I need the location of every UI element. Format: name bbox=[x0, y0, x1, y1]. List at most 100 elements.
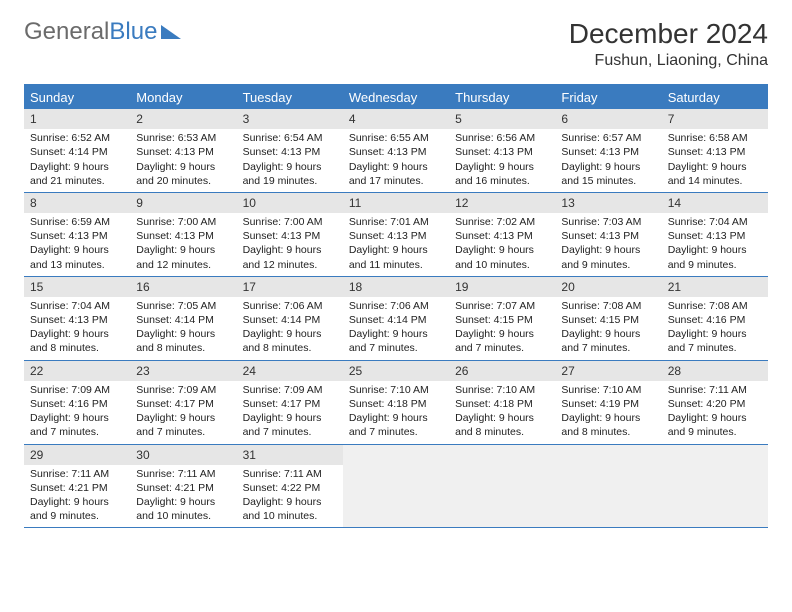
sunset-text: Sunset: 4:13 PM bbox=[30, 313, 124, 327]
day-number: 18 bbox=[343, 277, 449, 297]
day-number: 24 bbox=[237, 361, 343, 381]
sunrise-text: Sunrise: 6:53 AM bbox=[136, 131, 230, 145]
sunset-text: Sunset: 4:14 PM bbox=[136, 313, 230, 327]
sunrise-text: Sunrise: 6:52 AM bbox=[30, 131, 124, 145]
daylight-text: Daylight: 9 hours and 7 minutes. bbox=[455, 327, 549, 355]
daylight-text: Daylight: 9 hours and 9 minutes. bbox=[30, 495, 124, 523]
day-cell: 1Sunrise: 6:52 AMSunset: 4:14 PMDaylight… bbox=[24, 109, 130, 192]
sunset-text: Sunset: 4:14 PM bbox=[349, 313, 443, 327]
sunset-text: Sunset: 4:16 PM bbox=[668, 313, 762, 327]
daylight-text: Daylight: 9 hours and 12 minutes. bbox=[243, 243, 337, 271]
sunrise-text: Sunrise: 7:09 AM bbox=[30, 383, 124, 397]
day-cell: 2Sunrise: 6:53 AMSunset: 4:13 PMDaylight… bbox=[130, 109, 236, 192]
daylight-text: Daylight: 9 hours and 7 minutes. bbox=[136, 411, 230, 439]
day-cell: 10Sunrise: 7:00 AMSunset: 4:13 PMDayligh… bbox=[237, 193, 343, 276]
day-number: 20 bbox=[555, 277, 661, 297]
sunset-text: Sunset: 4:13 PM bbox=[455, 145, 549, 159]
day-number: 25 bbox=[343, 361, 449, 381]
daylight-text: Daylight: 9 hours and 8 minutes. bbox=[243, 327, 337, 355]
day-body: Sunrise: 7:01 AMSunset: 4:13 PMDaylight:… bbox=[343, 213, 449, 276]
day-number: 2 bbox=[130, 109, 236, 129]
logo-text-2: Blue bbox=[109, 18, 157, 46]
sunrise-text: Sunrise: 7:04 AM bbox=[30, 299, 124, 313]
sunset-text: Sunset: 4:13 PM bbox=[349, 229, 443, 243]
sunset-text: Sunset: 4:14 PM bbox=[30, 145, 124, 159]
daylight-text: Daylight: 9 hours and 10 minutes. bbox=[136, 495, 230, 523]
sunset-text: Sunset: 4:16 PM bbox=[30, 397, 124, 411]
logo: GeneralBlue bbox=[24, 18, 181, 46]
daylight-text: Daylight: 9 hours and 19 minutes. bbox=[243, 160, 337, 188]
daylight-text: Daylight: 9 hours and 7 minutes. bbox=[349, 327, 443, 355]
day-body: Sunrise: 7:00 AMSunset: 4:13 PMDaylight:… bbox=[237, 213, 343, 276]
logo-icon bbox=[161, 25, 181, 39]
week-row: 29Sunrise: 7:11 AMSunset: 4:21 PMDayligh… bbox=[24, 445, 768, 529]
day-body: Sunrise: 7:09 AMSunset: 4:16 PMDaylight:… bbox=[24, 381, 130, 444]
day-number: 9 bbox=[130, 193, 236, 213]
week-row: 15 Sunrise: 7:04 AMSunset: 4:13 PM Dayligh… bbox=[24, 277, 768, 361]
daylight-text: Daylight: 9 hours and 16 minutes. bbox=[455, 160, 549, 188]
logo-text-1: General bbox=[24, 18, 109, 46]
day-number: 29 bbox=[24, 445, 130, 465]
day-body: Sunrise: 6:58 AMSunset: 4:13 PMDaylight:… bbox=[662, 129, 768, 192]
sunrise-text: Sunrise: 7:02 AM bbox=[455, 215, 549, 229]
day-number: 15 bbox=[24, 277, 130, 297]
day-body: Sunrise: 7:09 AMSunset: 4:17 PMDaylight:… bbox=[130, 381, 236, 444]
day-number: 5 bbox=[449, 109, 555, 129]
daylight-text: Daylight: 9 hours and 10 minutes. bbox=[243, 495, 337, 523]
sunrise-text: Sunrise: 7:07 AM bbox=[455, 299, 549, 313]
day-cell: 12Sunrise: 7:02 AMSunset: 4:13 PMDayligh… bbox=[449, 193, 555, 276]
sunset-text: Sunset: 4:21 PM bbox=[30, 481, 124, 495]
sunrise-text: Sunrise: 6:54 AM bbox=[243, 131, 337, 145]
sunset-text: Sunset: 4:13 PM bbox=[243, 145, 337, 159]
day-cell: 7Sunrise: 6:58 AMSunset: 4:13 PMDaylight… bbox=[662, 109, 768, 192]
sunset-text: Sunset: 4:15 PM bbox=[561, 313, 655, 327]
day-cell: 4Sunrise: 6:55 AMSunset: 4:13 PMDaylight… bbox=[343, 109, 449, 192]
daylight-text: Daylight: 9 hours and 9 minutes. bbox=[668, 243, 762, 271]
sunset-text: Sunset: 4:18 PM bbox=[455, 397, 549, 411]
sunrise-text: Sunrise: 7:03 AM bbox=[561, 215, 655, 229]
sunrise-text: Sunrise: 7:00 AM bbox=[136, 215, 230, 229]
sunrise-text: Sunrise: 7:10 AM bbox=[455, 383, 549, 397]
daylight-text: Daylight: 9 hours and 12 minutes. bbox=[136, 243, 230, 271]
day-cell: 6Sunrise: 6:57 AMSunset: 4:13 PMDaylight… bbox=[555, 109, 661, 192]
day-cell: 27Sunrise: 7:10 AMSunset: 4:19 PMDayligh… bbox=[555, 361, 661, 444]
sunrise-text: Sunrise: 6:55 AM bbox=[349, 131, 443, 145]
day-body: Sunrise: 6:52 AMSunset: 4:14 PMDaylight:… bbox=[24, 129, 130, 192]
dow-cell: Monday bbox=[130, 86, 236, 109]
sunrise-text: Sunrise: 7:09 AM bbox=[243, 383, 337, 397]
day-cell: 19Sunrise: 7:07 AMSunset: 4:15 PMDayligh… bbox=[449, 277, 555, 360]
dow-cell: Wednesday bbox=[343, 86, 449, 109]
daylight-text: Daylight: 9 hours and 7 minutes. bbox=[243, 411, 337, 439]
day-cell: 28Sunrise: 7:11 AMSunset: 4:20 PMDayligh… bbox=[662, 361, 768, 444]
day-cell: 21Sunrise: 7:08 AMSunset: 4:16 PMDayligh… bbox=[662, 277, 768, 360]
sunset-text: Sunset: 4:13 PM bbox=[455, 229, 549, 243]
sunrise-text: Sunrise: 6:59 AM bbox=[30, 215, 124, 229]
day-number: 7 bbox=[662, 109, 768, 129]
day-number: 14 bbox=[662, 193, 768, 213]
sunset-text: Sunset: 4:13 PM bbox=[561, 229, 655, 243]
day-body: Sunrise: 7:00 AMSunset: 4:13 PMDaylight:… bbox=[130, 213, 236, 276]
day-cell: 29Sunrise: 7:11 AMSunset: 4:21 PMDayligh… bbox=[24, 445, 130, 528]
day-body: Sunrise: 7:06 AMSunset: 4:14 PMDaylight:… bbox=[237, 297, 343, 360]
daylight-text: Daylight: 9 hours and 14 minutes. bbox=[668, 160, 762, 188]
day-body: Sunrise: 6:54 AMSunset: 4:13 PMDaylight:… bbox=[237, 129, 343, 192]
sunrise-text: Sunrise: 7:08 AM bbox=[668, 299, 762, 313]
day-number: 8 bbox=[24, 193, 130, 213]
sunrise-text: Sunrise: 6:56 AM bbox=[455, 131, 549, 145]
daylight-text: Daylight: 9 hours and 10 minutes. bbox=[455, 243, 549, 271]
day-number: 13 bbox=[555, 193, 661, 213]
daylight-text: Daylight: 9 hours and 20 minutes. bbox=[136, 160, 230, 188]
daylight-text: Daylight: 9 hours and 7 minutes. bbox=[30, 411, 124, 439]
day-cell: 22Sunrise: 7:09 AMSunset: 4:16 PMDayligh… bbox=[24, 361, 130, 444]
day-cell bbox=[555, 445, 661, 528]
day-body: Sunrise: 7:11 AMSunset: 4:20 PMDaylight:… bbox=[662, 381, 768, 444]
day-body: Sunrise: 7:10 AMSunset: 4:18 PMDaylight:… bbox=[343, 381, 449, 444]
day-body: Sunrise: 6:55 AMSunset: 4:13 PMDaylight:… bbox=[343, 129, 449, 192]
day-body: Sunrise: 7:05 AMSunset: 4:14 PMDaylight:… bbox=[130, 297, 236, 360]
day-body: Sunrise: 6:53 AMSunset: 4:13 PMDaylight:… bbox=[130, 129, 236, 192]
week-row: 22Sunrise: 7:09 AMSunset: 4:16 PMDayligh… bbox=[24, 361, 768, 445]
day-cell: 8Sunrise: 6:59 AMSunset: 4:13 PMDaylight… bbox=[24, 193, 130, 276]
day-cell: 31Sunrise: 7:11 AMSunset: 4:22 PMDayligh… bbox=[237, 445, 343, 528]
dow-cell: Friday bbox=[555, 86, 661, 109]
day-body: Sunrise: 7:07 AMSunset: 4:15 PMDaylight:… bbox=[449, 297, 555, 360]
